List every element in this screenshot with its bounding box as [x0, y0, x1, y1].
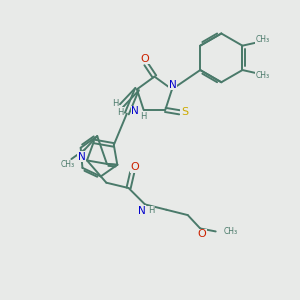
Text: N: N — [137, 206, 145, 216]
Text: CH₃: CH₃ — [255, 35, 269, 44]
Text: O: O — [140, 54, 149, 64]
Text: H: H — [117, 108, 124, 117]
Text: N: N — [78, 152, 86, 162]
Text: N: N — [169, 80, 176, 90]
Text: H: H — [112, 99, 118, 108]
Text: H: H — [140, 112, 146, 121]
Text: O: O — [197, 230, 206, 239]
Text: S: S — [181, 107, 188, 117]
Text: CH₃: CH₃ — [61, 160, 75, 169]
Text: N: N — [131, 106, 139, 116]
Text: CH₃: CH₃ — [224, 227, 238, 236]
Text: O: O — [130, 162, 139, 172]
Text: H: H — [148, 206, 155, 215]
Text: CH₃: CH₃ — [255, 71, 269, 80]
